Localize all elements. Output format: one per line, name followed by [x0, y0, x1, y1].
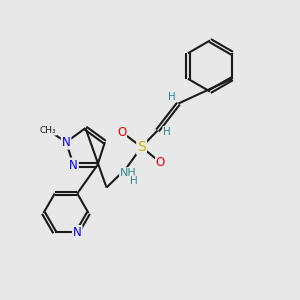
Text: H: H [168, 92, 176, 102]
Text: N: N [62, 136, 70, 149]
Text: O: O [117, 125, 126, 139]
Text: H: H [163, 127, 171, 137]
Text: S: S [137, 140, 146, 154]
Text: NH: NH [120, 168, 137, 178]
Text: H: H [130, 176, 137, 186]
Text: N: N [69, 158, 78, 172]
Text: O: O [156, 156, 165, 169]
Text: CH₃: CH₃ [40, 126, 56, 135]
Text: N: N [73, 226, 82, 239]
